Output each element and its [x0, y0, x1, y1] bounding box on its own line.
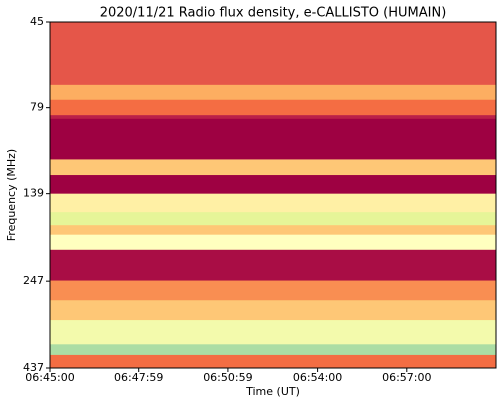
heatmap-band — [50, 193, 496, 213]
heatmap-band — [50, 234, 496, 251]
y-tick-label: 437 — [23, 361, 44, 374]
heatmap-band — [50, 22, 496, 86]
y-tick-label: 45 — [30, 15, 44, 28]
y-tick-label: 79 — [30, 101, 44, 114]
x-tick-label: 06:47:59 — [114, 371, 163, 384]
y-axis-label: Frequency (MHz) — [5, 149, 18, 241]
y-tick-label: 247 — [23, 274, 44, 287]
x-tick-label: 06:45:00 — [25, 371, 74, 384]
x-tick-label: 06:54:00 — [293, 371, 342, 384]
heatmap-band — [50, 225, 496, 236]
heatmap-band — [50, 212, 496, 226]
heatmap-band — [50, 354, 496, 369]
heatmap-band — [50, 99, 496, 116]
chart-title: 2020/11/21 Radio flux density, e-CALLIST… — [100, 6, 447, 21]
x-tick-label: 06:50:59 — [203, 371, 252, 384]
y-tick-label: 139 — [23, 187, 44, 200]
heatmap-band — [50, 159, 496, 176]
heatmap-band — [50, 249, 496, 282]
heatmap-band — [50, 300, 496, 321]
plot-frame — [49, 21, 497, 369]
x-axis-label: Time (UT) — [245, 385, 300, 398]
heatmap-band — [50, 280, 496, 301]
plot-area — [50, 22, 496, 369]
heatmap-band — [50, 84, 496, 101]
heatmap-band — [50, 115, 496, 120]
heatmap-band — [50, 118, 496, 160]
heatmap-band — [50, 320, 496, 345]
heatmap-band — [50, 175, 496, 195]
heatmap-band — [50, 344, 496, 356]
x-tick-label: 06:57:00 — [382, 371, 431, 384]
